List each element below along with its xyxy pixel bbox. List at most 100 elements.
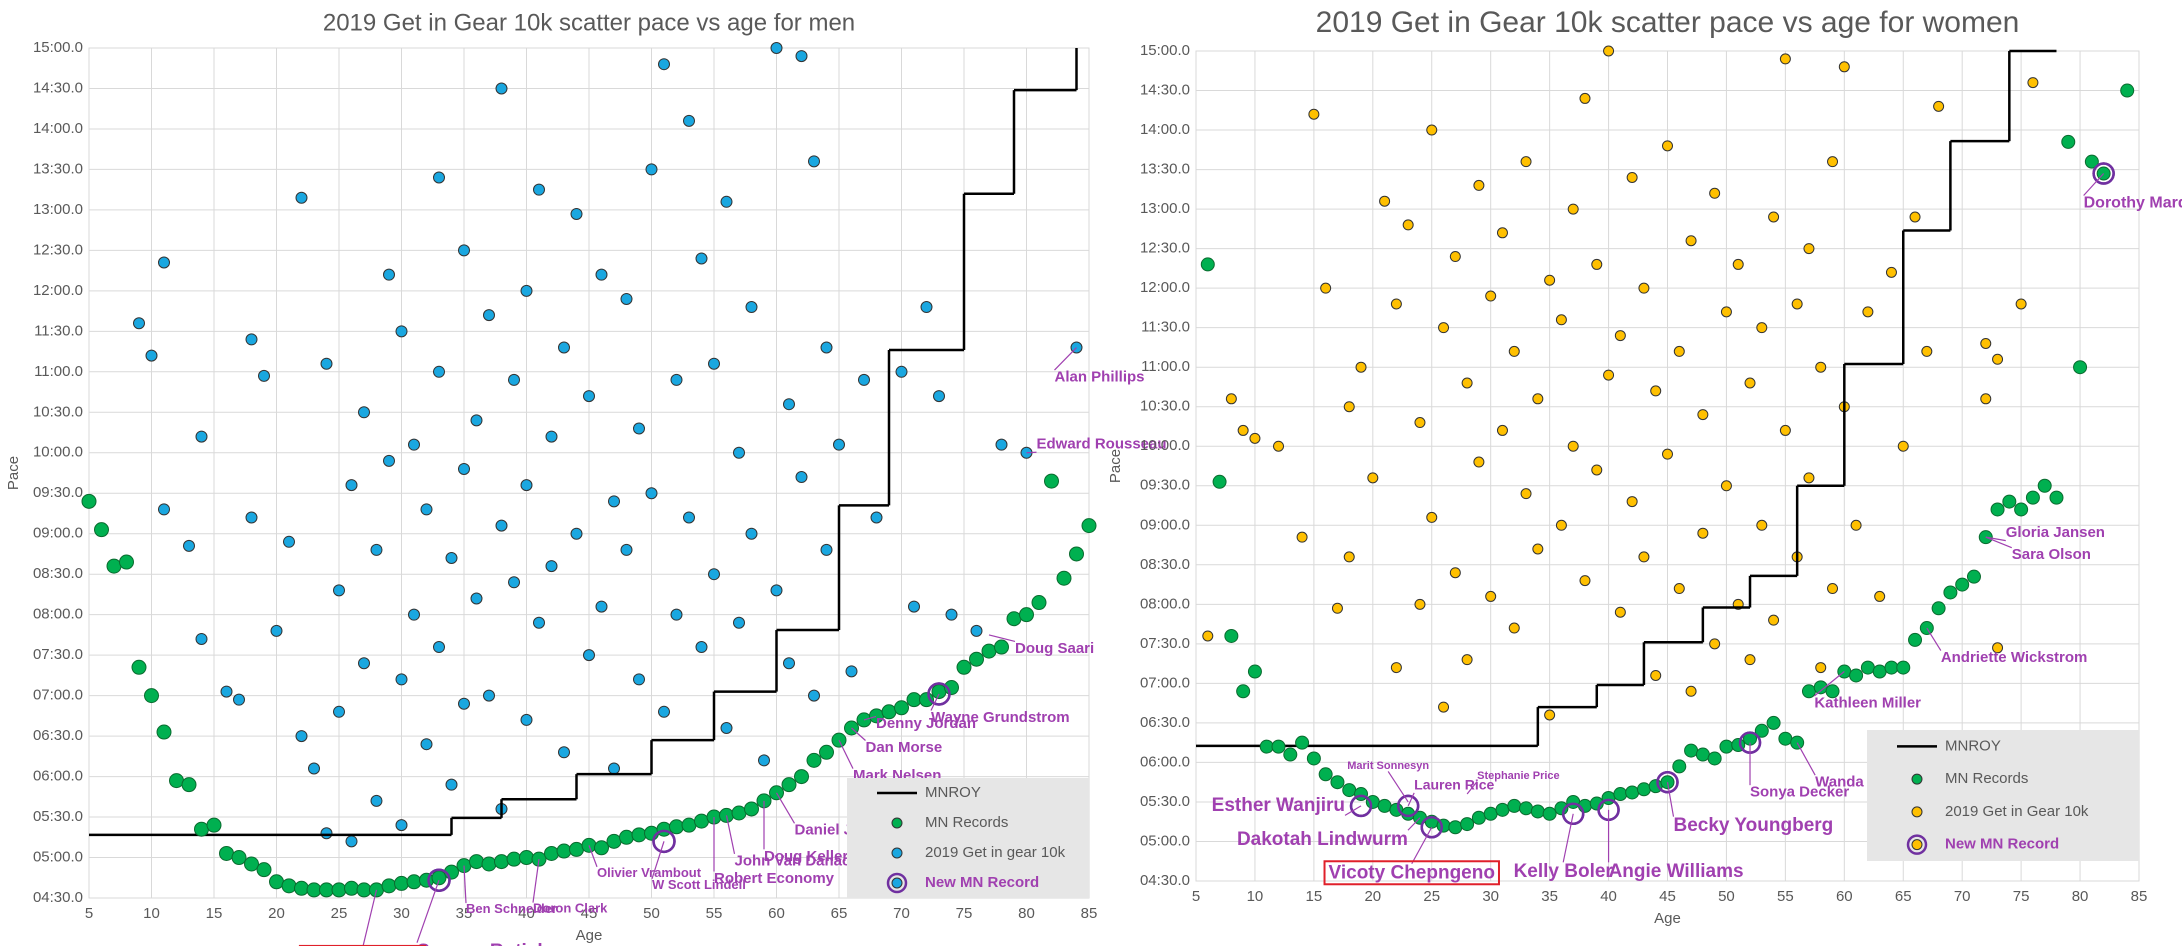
runner-point bbox=[1815, 361, 1827, 373]
runner-point bbox=[870, 511, 883, 524]
runner-point bbox=[1402, 219, 1414, 231]
runner-point bbox=[1980, 393, 1992, 405]
x-tick-label: 65 bbox=[1895, 888, 1912, 905]
runner-point bbox=[570, 527, 583, 540]
record-point bbox=[619, 829, 634, 845]
annotation: Dan Morse bbox=[866, 739, 943, 756]
annotation-leader bbox=[1813, 671, 1845, 697]
x-tick-label: 50 bbox=[1718, 888, 1735, 905]
annotation-leader bbox=[725, 815, 736, 855]
x-tick-label: 45 bbox=[581, 905, 598, 922]
x-tick-label: 10 bbox=[1247, 888, 1264, 905]
annotation-leader bbox=[775, 792, 796, 824]
y-tick-label: 09:00.0 bbox=[1140, 516, 1190, 533]
runner-point bbox=[620, 292, 633, 305]
legend-box bbox=[1867, 730, 2139, 861]
record-point bbox=[1044, 473, 1059, 489]
annotation-leader bbox=[838, 739, 854, 769]
y-tick-label: 11:00.0 bbox=[34, 363, 83, 380]
runner-point bbox=[1685, 685, 1697, 697]
runner-point bbox=[1473, 179, 1485, 191]
runner-point bbox=[1544, 274, 1556, 286]
record-point bbox=[131, 659, 147, 675]
runner-point bbox=[1650, 669, 1662, 681]
y-tick-label: 08:30.0 bbox=[1140, 556, 1190, 573]
annotation: Wayne Grundstrom bbox=[931, 709, 1070, 726]
record-point bbox=[1872, 664, 1887, 679]
runner-point bbox=[470, 592, 483, 605]
annotation-leader bbox=[851, 727, 866, 741]
legend-box bbox=[847, 778, 1089, 898]
highlight-box bbox=[1323, 860, 1500, 886]
x-axis-label: Age bbox=[576, 927, 603, 944]
runner-point bbox=[945, 608, 958, 621]
x-tick-label: 45 bbox=[1659, 888, 1676, 905]
annotation: Doug Keller bbox=[764, 848, 848, 865]
annotation-leader bbox=[416, 879, 440, 943]
record-point bbox=[2014, 502, 2029, 517]
runner-point bbox=[1567, 203, 1579, 215]
annotation-leader bbox=[930, 693, 940, 711]
record-point bbox=[1483, 806, 1498, 821]
record-point bbox=[1825, 684, 1840, 699]
record-point bbox=[1271, 739, 1286, 754]
x-tick-label: 55 bbox=[706, 905, 723, 922]
legend-swatch bbox=[1911, 806, 1923, 818]
annotation: Dorothy Marden bbox=[2084, 195, 2182, 212]
runner-point bbox=[558, 746, 570, 759]
annotation: Doron Clark bbox=[533, 901, 608, 916]
runner-point bbox=[1603, 369, 1615, 381]
runner-point bbox=[1485, 590, 1497, 602]
record-point bbox=[181, 777, 197, 793]
runner-point bbox=[358, 406, 370, 419]
record-point bbox=[806, 752, 822, 768]
y-tick-label: 06:00.0 bbox=[33, 768, 83, 785]
x-tick-label: 85 bbox=[1081, 905, 1098, 922]
runner-point bbox=[908, 600, 920, 613]
record-point bbox=[569, 841, 584, 857]
record-point bbox=[231, 850, 247, 866]
runner-point bbox=[420, 503, 433, 516]
runner-point bbox=[458, 244, 470, 257]
runner-point bbox=[1343, 551, 1355, 563]
record-point bbox=[1519, 801, 1534, 816]
runner-point bbox=[1249, 432, 1261, 444]
runner-point bbox=[658, 58, 670, 71]
new-record-ring bbox=[1349, 794, 1373, 818]
y-tick-label: 05:30.0 bbox=[33, 808, 83, 825]
y-tick-label: 14:00.0 bbox=[1140, 121, 1190, 138]
record-point bbox=[1056, 570, 1072, 586]
runner-point bbox=[1791, 298, 1803, 310]
runner-point bbox=[1343, 401, 1355, 413]
runner-point bbox=[1202, 630, 1214, 642]
runner-point bbox=[633, 422, 645, 435]
runner-point bbox=[1768, 211, 1780, 223]
y-tick-label: 06:30.0 bbox=[33, 727, 83, 744]
runner-point bbox=[1449, 251, 1461, 263]
runner-point bbox=[1296, 531, 1308, 543]
runner-point bbox=[1390, 298, 1402, 310]
runner-point bbox=[145, 349, 158, 362]
x-tick-label: 85 bbox=[2131, 888, 2148, 905]
runner-point bbox=[383, 454, 395, 467]
runner-point bbox=[320, 357, 333, 370]
annotation: Dakotah Lindwurm bbox=[1237, 829, 1408, 850]
legend-label: 2019 Get in gear 10k bbox=[925, 844, 1066, 861]
runner-point bbox=[508, 576, 520, 589]
runner-point bbox=[333, 705, 345, 718]
y-tick-label: 10:00.0 bbox=[1140, 437, 1190, 454]
annotation-leader bbox=[463, 865, 467, 904]
record-point bbox=[269, 874, 284, 890]
runner-point bbox=[1308, 108, 1320, 120]
record-point bbox=[1236, 684, 1251, 699]
y-tick-label: 12:00.0 bbox=[1140, 279, 1190, 296]
y-tick-label: 09:30.0 bbox=[33, 484, 83, 501]
runner-point bbox=[258, 369, 270, 382]
x-tick-label: 70 bbox=[1954, 888, 1971, 905]
runner-point bbox=[1803, 243, 1815, 255]
annotation: Ben Schneider bbox=[466, 901, 557, 916]
runner-point bbox=[445, 778, 458, 791]
annotation: Robert Economy bbox=[714, 870, 835, 887]
y-tick-label: 08:00.0 bbox=[1140, 595, 1190, 612]
